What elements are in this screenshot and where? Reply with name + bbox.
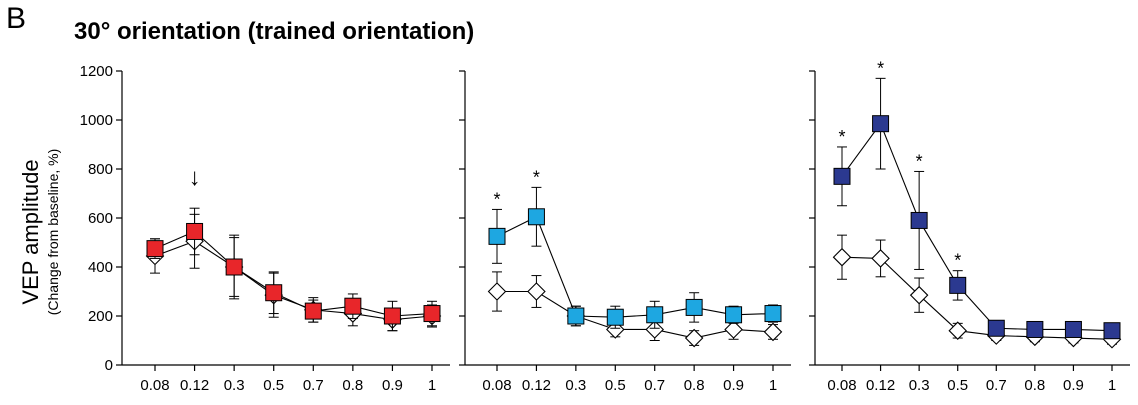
arrow-annotation: ↓ — [189, 164, 201, 191]
data-point-square — [987, 319, 1005, 337]
data-point-square — [1026, 320, 1044, 338]
data-point-square — [764, 305, 782, 323]
data-point-square — [1103, 322, 1121, 340]
x-tick-label: 0.12 — [180, 377, 209, 394]
significance-star: * — [916, 151, 923, 171]
y-tick-label: 400 — [88, 259, 113, 276]
significance-star: * — [493, 189, 500, 209]
significance-star: * — [533, 167, 540, 187]
significance-star: * — [838, 127, 845, 147]
data-point-square — [685, 298, 703, 316]
data-point-diamond — [684, 328, 704, 348]
data-point-diamond — [871, 249, 890, 268]
data-point-square — [910, 211, 928, 229]
y-tick-label: 600 — [88, 210, 113, 227]
series-line — [496, 216, 774, 318]
data-point-diamond — [527, 282, 546, 301]
data-point-square — [527, 208, 545, 226]
x-tick-label: 0.9 — [1063, 377, 1084, 394]
data-point-diamond — [948, 321, 967, 340]
data-point-square — [146, 240, 164, 258]
data-point-square — [1064, 320, 1082, 338]
data-point-square — [344, 297, 362, 315]
data-point-square — [225, 258, 243, 276]
x-tick-label: 0.08 — [482, 377, 511, 394]
x-tick-label: 0.7 — [986, 377, 1007, 394]
data-point-diamond — [487, 282, 507, 301]
data-point-diamond — [724, 320, 743, 339]
data-point-diamond — [909, 285, 929, 305]
x-tick-label: 0.12 — [866, 377, 895, 394]
data-point-square — [304, 302, 322, 320]
x-tick-label: 0.5 — [263, 377, 284, 394]
y-tick-label: 0 — [105, 357, 113, 374]
x-tick-label: 0.7 — [303, 377, 324, 394]
data-point-square — [383, 307, 401, 325]
data-point-square — [423, 305, 441, 323]
y-tick-label: 1000 — [80, 112, 113, 129]
data-point-square — [606, 308, 624, 326]
x-tick-label: 0.08 — [827, 377, 856, 394]
x-tick-label: 0.8 — [342, 377, 363, 394]
y-tick-label: 200 — [88, 308, 113, 325]
data-point-square — [833, 167, 851, 185]
x-tick-label: 0.3 — [224, 377, 245, 394]
x-tick-label: 0.8 — [684, 377, 705, 394]
chart-title: 30° orientation (trained orientation) — [74, 18, 475, 45]
x-tick-label: 0.3 — [909, 377, 930, 394]
data-point-square — [872, 115, 890, 133]
data-point-diamond — [645, 320, 664, 339]
significance-star: * — [877, 58, 884, 78]
data-point-square — [949, 276, 967, 294]
x-tick-label: 0.12 — [522, 377, 551, 394]
x-tick-label: 0.9 — [382, 377, 403, 394]
panel-letter: B — [6, 2, 27, 35]
x-tick-label: 1 — [1108, 377, 1116, 394]
x-tick-label: 1 — [769, 377, 777, 394]
y-tick-label: 800 — [88, 161, 113, 178]
data-point-square — [186, 222, 204, 240]
y-tick-label: 1200 — [80, 63, 113, 80]
x-tick-label: 0.9 — [723, 377, 744, 394]
x-tick-label: 1 — [428, 377, 436, 394]
x-tick-label: 0.08 — [140, 377, 169, 394]
data-point-diamond — [832, 247, 852, 267]
data-point-square — [488, 227, 506, 245]
data-point-square — [725, 306, 743, 324]
x-tick-label: 0.5 — [947, 377, 968, 394]
x-tick-label: 0.3 — [565, 377, 586, 394]
data-point-square — [265, 284, 283, 302]
x-tick-label: 0.8 — [1024, 377, 1045, 394]
data-point-square — [646, 306, 664, 324]
significance-star: * — [954, 251, 961, 271]
data-point-square — [567, 307, 585, 325]
x-tick-label: 0.7 — [644, 377, 665, 394]
x-tick-label: 0.5 — [605, 377, 626, 394]
series-line — [841, 122, 1113, 332]
data-point-diamond — [763, 322, 783, 342]
